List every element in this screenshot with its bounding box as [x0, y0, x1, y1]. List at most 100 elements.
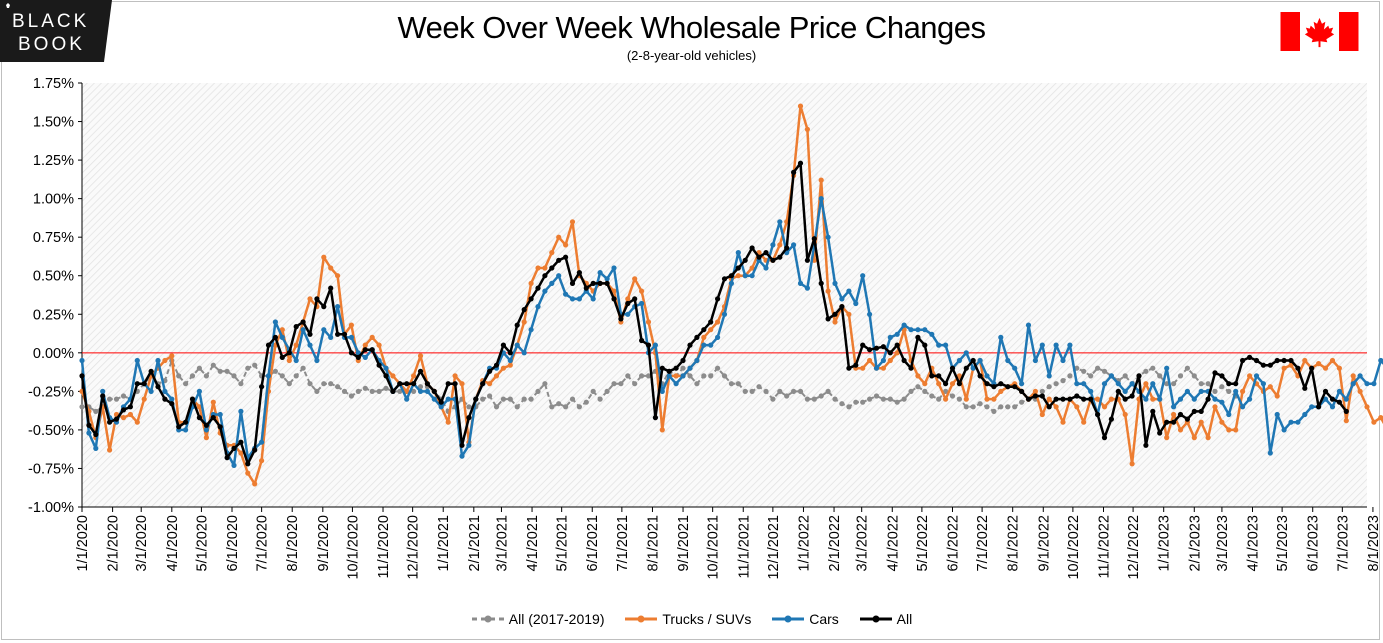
plot-area	[82, 83, 1367, 507]
x-tick-label: 8/1/2021	[645, 515, 661, 571]
data-point-cars	[853, 300, 859, 307]
data-point-cars	[1288, 419, 1294, 425]
data-point-trucks-suvs	[528, 280, 534, 286]
data-point-trucks-suvs	[376, 342, 382, 348]
data-point-cars	[417, 388, 424, 394]
data-point-cars	[507, 357, 513, 364]
data-point-all-2017-2019	[632, 381, 638, 387]
y-tick-label: 0.25%	[33, 307, 74, 323]
data-point-all	[1226, 381, 1232, 387]
data-point-all-2017-2019	[487, 393, 493, 399]
data-point-all	[922, 342, 928, 348]
x-tick-label: 9/1/2022	[1036, 515, 1052, 571]
data-point-trucks-suvs	[535, 265, 541, 271]
data-point-all-2017-2019	[604, 388, 610, 394]
x-tick-label: 11/1/2020	[376, 515, 392, 578]
data-point-trucks-suvs	[452, 373, 458, 379]
data-point-cars	[652, 342, 659, 348]
data-point-all	[1157, 430, 1163, 436]
data-point-all-2017-2019	[915, 384, 921, 390]
data-point-all	[1329, 396, 1336, 402]
data-point-cars	[1184, 388, 1190, 394]
data-point-all-2017-2019	[1005, 404, 1011, 410]
data-point-all	[991, 384, 997, 390]
data-point-trucks-suvs	[1350, 373, 1356, 379]
data-point-cars	[998, 334, 1004, 340]
data-point-cars	[791, 242, 797, 248]
data-point-all	[549, 265, 555, 271]
data-point-trucks-suvs	[245, 470, 251, 476]
data-point-all	[1150, 408, 1156, 414]
data-point-trucks-suvs	[1198, 419, 1204, 425]
data-point-all	[348, 350, 354, 356]
data-point-all-2017-2019	[341, 388, 348, 394]
data-point-all	[1164, 419, 1170, 425]
data-point-trucks-suvs	[411, 373, 417, 379]
data-point-all-2017-2019	[1039, 388, 1045, 394]
data-point-cars	[611, 265, 617, 271]
data-point-trucks-suvs	[1164, 435, 1170, 441]
data-point-all	[680, 357, 686, 364]
x-tick-label: 7/1/2023	[1335, 515, 1351, 571]
data-point-all	[618, 316, 624, 322]
data-point-all-2017-2019	[528, 396, 534, 402]
data-point-all	[777, 254, 783, 260]
data-point-cars	[514, 342, 520, 348]
data-point-cars	[701, 342, 707, 348]
data-point-trucks-suvs	[569, 219, 576, 225]
data-point-all-2017-2019	[203, 373, 209, 379]
data-point-all-2017-2019	[991, 408, 997, 414]
data-point-all-2017-2019	[846, 404, 852, 410]
data-point-all-2017-2019	[963, 404, 969, 410]
data-point-cars	[79, 357, 85, 364]
data-point-all-2017-2019	[335, 384, 341, 390]
data-point-trucks-suvs	[611, 288, 617, 294]
data-point-trucks-suvs	[1274, 393, 1280, 399]
data-point-trucks-suvs	[1101, 404, 1108, 410]
data-point-all	[252, 447, 258, 453]
data-point-cars	[362, 354, 368, 360]
data-point-all	[1032, 393, 1038, 399]
data-point-all	[445, 381, 451, 387]
data-point-cars	[1212, 396, 1218, 402]
data-point-all	[901, 357, 907, 364]
data-point-all-2017-2019	[549, 404, 555, 410]
data-point-trucks-suvs	[210, 399, 216, 405]
data-point-trucks-suvs	[1032, 388, 1038, 394]
data-point-cars	[183, 427, 189, 433]
data-point-cars	[1267, 450, 1273, 456]
legend-item-trucks-suvs: Trucks / SUVs	[624, 611, 751, 627]
data-point-trucks-suvs	[107, 447, 113, 453]
data-point-cars	[1364, 381, 1370, 387]
data-point-cars	[680, 373, 686, 379]
data-point-trucks-suvs	[335, 273, 341, 279]
data-point-cars	[867, 311, 873, 317]
data-point-all	[652, 415, 659, 421]
data-point-all	[1205, 396, 1211, 402]
data-point-cars	[708, 342, 714, 348]
data-point-trucks-suvs	[1281, 365, 1287, 371]
data-point-all	[860, 342, 866, 348]
data-point-all	[542, 273, 548, 279]
data-point-cars	[1233, 388, 1239, 394]
data-point-all-2017-2019	[984, 404, 990, 410]
data-point-cars	[217, 411, 223, 418]
data-point-cars	[1247, 396, 1253, 402]
data-point-all-2017-2019	[680, 365, 686, 371]
data-point-all-2017-2019	[314, 388, 320, 394]
series-line-all	[80, 161, 1348, 466]
data-point-cars	[1039, 342, 1045, 348]
data-point-trucks-suvs	[1233, 427, 1239, 433]
data-point-all	[535, 285, 541, 291]
data-point-trucks-suvs	[639, 288, 645, 294]
data-point-all	[424, 381, 430, 387]
data-point-all	[929, 373, 935, 379]
data-point-all-2017-2019	[328, 381, 334, 387]
data-point-trucks-suvs	[134, 419, 140, 425]
data-point-all	[1260, 362, 1266, 368]
data-point-all-2017-2019	[977, 401, 983, 407]
data-point-trucks-suvs	[1205, 435, 1211, 441]
data-point-cars	[1053, 342, 1059, 348]
data-point-all-2017-2019	[583, 399, 589, 405]
data-point-all	[1129, 393, 1135, 399]
